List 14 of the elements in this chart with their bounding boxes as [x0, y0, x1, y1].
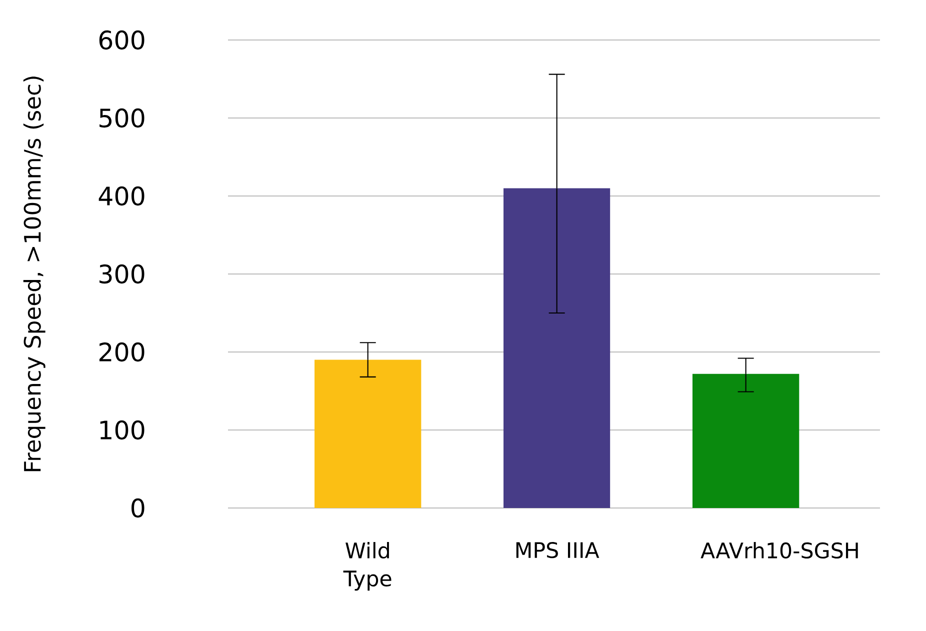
y-tick-label: 100	[100, 420, 144, 440]
y-tick-label: 300	[100, 264, 144, 284]
y-axis-title: Frequency Speed, >100mm/s (sec)	[23, 76, 46, 472]
y-tick-label: 500	[100, 108, 144, 128]
bar	[314, 360, 422, 508]
bar	[692, 374, 800, 508]
x-tick-label: MPS IIIA	[516, 542, 600, 558]
y-tick-label: 600	[99, 30, 144, 50]
bar	[504, 188, 610, 508]
y-tick-label: 400	[98, 186, 144, 206]
y-tick-label: 0	[132, 498, 144, 518]
y-tick-label: 200	[99, 342, 144, 362]
x-tick-label: Wild Type	[343, 542, 392, 591]
x-tick-label: AAVrh10-SGSH	[700, 542, 858, 559]
